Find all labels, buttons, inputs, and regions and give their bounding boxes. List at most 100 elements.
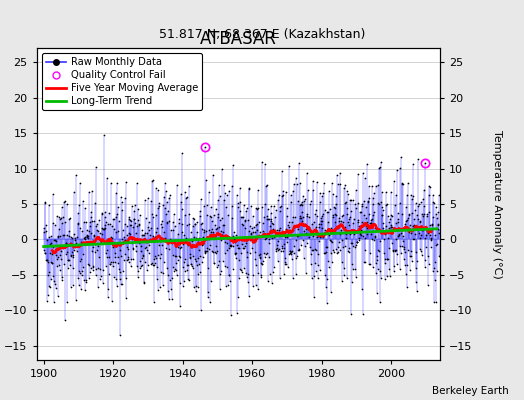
Point xyxy=(363,161,372,167)
Point xyxy=(333,225,341,231)
Point xyxy=(58,220,67,226)
Point xyxy=(176,280,184,287)
Point xyxy=(371,234,379,240)
Point xyxy=(248,282,257,289)
Point xyxy=(407,252,415,259)
Point xyxy=(105,271,114,277)
Point xyxy=(416,246,424,252)
Text: Berkeley Earth: Berkeley Earth xyxy=(432,386,508,396)
Point xyxy=(289,188,298,195)
Point xyxy=(237,221,246,227)
Point xyxy=(228,266,237,273)
Point xyxy=(291,223,299,229)
Point xyxy=(97,273,105,280)
Point xyxy=(209,171,217,178)
Point xyxy=(43,298,51,304)
Point xyxy=(159,270,167,276)
Point xyxy=(341,200,349,206)
Point xyxy=(82,227,91,233)
Point xyxy=(375,248,383,254)
Point xyxy=(123,232,132,238)
Point xyxy=(257,261,266,268)
Point xyxy=(220,190,228,196)
Point xyxy=(365,261,373,268)
Point xyxy=(231,250,239,257)
Point xyxy=(116,247,124,254)
Point xyxy=(406,267,414,274)
Point xyxy=(364,199,372,206)
Point xyxy=(188,262,196,269)
Point xyxy=(284,228,292,234)
Point xyxy=(143,239,151,246)
Point xyxy=(213,225,222,231)
Point xyxy=(331,205,340,211)
Point xyxy=(230,233,238,240)
Point xyxy=(362,215,370,221)
Point xyxy=(375,200,384,207)
Point xyxy=(184,262,192,268)
Point xyxy=(225,244,233,251)
Point xyxy=(428,221,436,228)
Point xyxy=(198,220,206,226)
Point xyxy=(323,300,331,306)
Point xyxy=(194,255,203,261)
Point xyxy=(40,250,49,256)
Point xyxy=(228,182,236,189)
Point xyxy=(174,220,183,226)
Point xyxy=(121,195,129,201)
Point xyxy=(284,222,292,228)
Point xyxy=(40,200,49,206)
Point xyxy=(303,170,311,176)
Point xyxy=(264,206,272,212)
Point xyxy=(157,268,166,275)
Point xyxy=(367,220,375,226)
Point xyxy=(283,234,291,240)
Point xyxy=(155,200,163,206)
Point xyxy=(293,233,301,239)
Point xyxy=(43,236,51,243)
Point xyxy=(318,193,326,200)
Point xyxy=(147,197,156,204)
Point xyxy=(96,230,104,236)
Point xyxy=(406,253,414,260)
Point xyxy=(315,238,323,244)
Point xyxy=(140,259,149,266)
Point xyxy=(146,260,155,267)
Point xyxy=(346,214,355,221)
Point xyxy=(320,232,329,238)
Point xyxy=(260,230,268,236)
Point xyxy=(364,195,373,202)
Point xyxy=(164,288,172,294)
Point xyxy=(345,230,354,237)
Point xyxy=(161,236,169,242)
Point xyxy=(402,284,411,290)
Point xyxy=(136,258,144,265)
Point xyxy=(334,239,343,246)
Point xyxy=(199,234,208,240)
Point xyxy=(396,165,404,171)
Point xyxy=(213,214,222,220)
Point xyxy=(233,192,241,198)
Point xyxy=(167,286,175,292)
Point xyxy=(68,235,76,241)
Point xyxy=(189,215,197,222)
Point xyxy=(179,231,188,238)
Point xyxy=(48,251,56,258)
Point xyxy=(396,266,405,273)
Point xyxy=(420,160,429,166)
Point xyxy=(373,290,381,296)
Point xyxy=(137,227,146,234)
Point xyxy=(172,240,180,247)
Point xyxy=(103,238,111,244)
Point xyxy=(377,159,386,166)
Point xyxy=(226,243,235,249)
Point xyxy=(61,198,69,204)
Point xyxy=(50,278,58,284)
Point xyxy=(59,214,67,220)
Point xyxy=(265,216,274,222)
Point xyxy=(253,206,261,212)
Point xyxy=(429,268,438,274)
Point xyxy=(348,261,356,268)
Point xyxy=(401,220,410,227)
Point xyxy=(301,226,310,233)
